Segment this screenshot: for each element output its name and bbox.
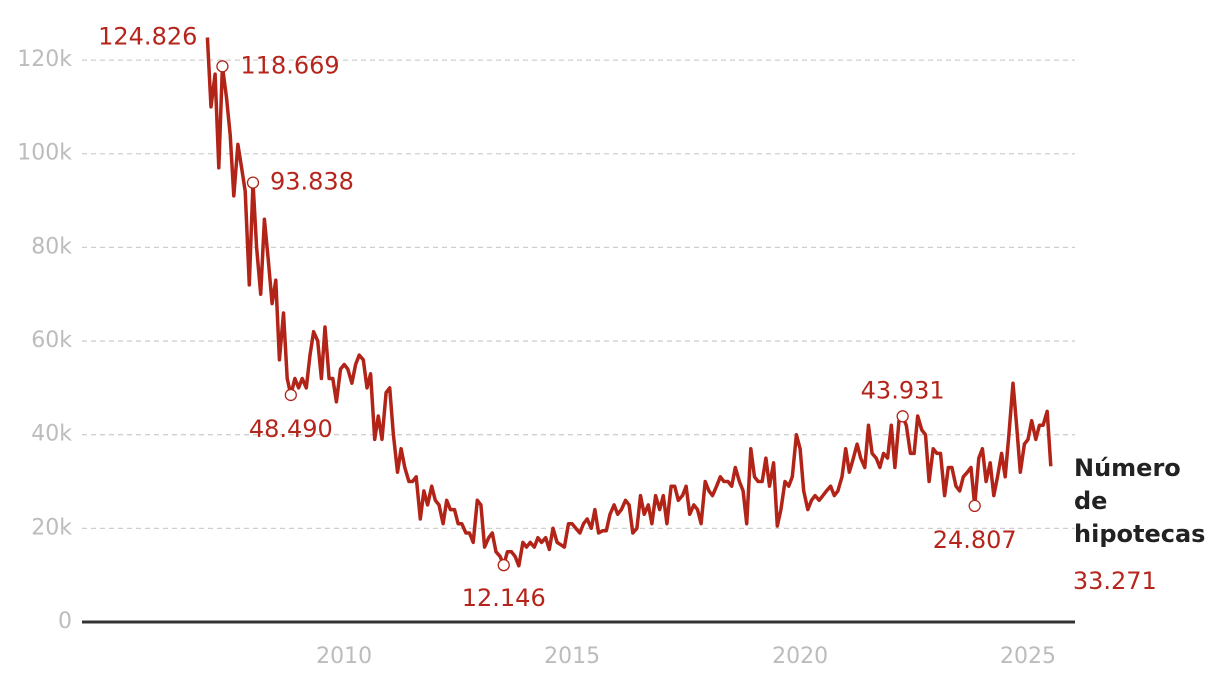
value-label: 24.807 — [933, 526, 1017, 554]
value-label: 12.146 — [462, 584, 546, 612]
y-tick-label: 100k — [17, 141, 72, 166]
point-marker — [896, 410, 909, 423]
x-tick-label: 2015 — [544, 644, 600, 669]
series-label: Número de hipotecas — [1074, 454, 1206, 548]
value-label: 43.931 — [861, 376, 945, 404]
line — [205, 37, 1053, 568]
y-tick-label: 40k — [31, 422, 72, 447]
y-tick-label: 120k — [17, 47, 72, 72]
x-tick-label: 2020 — [772, 644, 828, 669]
point-marker — [497, 558, 510, 572]
point-marker — [216, 60, 229, 73]
x-tick-label: 2025 — [1000, 644, 1056, 669]
value-label: 33.271 — [1073, 567, 1157, 595]
point-marker — [968, 499, 981, 512]
y-tick-label: 60k — [31, 328, 72, 353]
value-label: 124.826 — [98, 22, 197, 50]
point-marker — [284, 388, 297, 402]
value-label: 48.490 — [249, 415, 333, 443]
point-marker — [246, 176, 260, 189]
x-tick-label: 2010 — [316, 644, 372, 669]
y-tick-label: 80k — [31, 234, 72, 259]
value-label: 118.669 — [240, 51, 339, 79]
y-tick-label: 20k — [31, 515, 72, 540]
y-tick-label: 0 — [58, 609, 72, 634]
value-label: 93.838 — [270, 168, 354, 196]
